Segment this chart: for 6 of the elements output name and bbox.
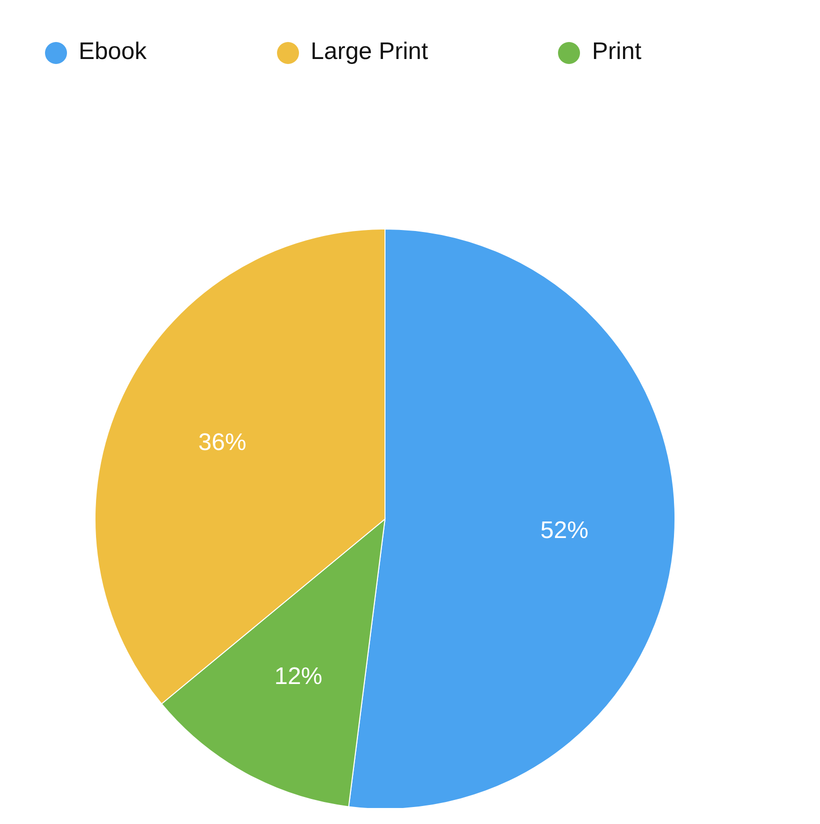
- data-label: 36%: [198, 428, 246, 456]
- data-label: 12%: [274, 663, 322, 690]
- data-label: 52%: [540, 516, 588, 544]
- legend-label: Large Print: [310, 38, 428, 65]
- legend-label: Print: [592, 38, 642, 65]
- legend-label: Ebook: [78, 38, 147, 65]
